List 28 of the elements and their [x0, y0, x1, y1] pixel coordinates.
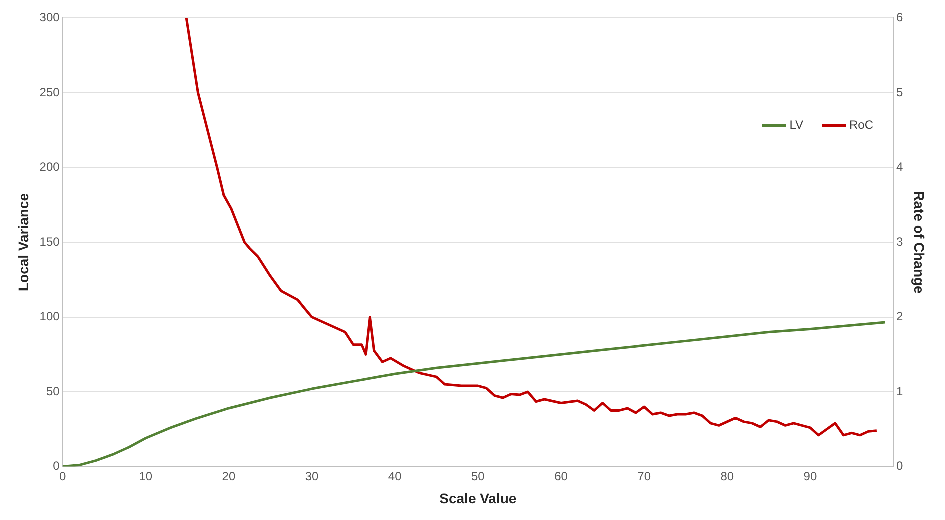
- x-tick-label: 50: [471, 469, 486, 484]
- y2-tick-label: 5: [896, 85, 904, 100]
- x-tick-label: 60: [554, 469, 568, 484]
- y2-tick-label: 2: [896, 310, 904, 324]
- y2-tick-label: 1: [896, 384, 904, 398]
- x-tick-label: 20: [222, 469, 236, 484]
- y2-tick-label: 4: [896, 160, 904, 174]
- x-tick-label: 40: [388, 469, 402, 484]
- x-axis-title: Scale Value: [440, 490, 517, 506]
- legend-label: LV: [790, 118, 804, 132]
- x-tick-label: 80: [720, 469, 734, 484]
- y2-tick-label: 0: [896, 459, 904, 474]
- legend-label: RoC: [850, 118, 874, 132]
- y-tick-label: 50: [46, 384, 60, 398]
- x-tick-label: 30: [305, 469, 320, 484]
- y-tick-label: 250: [40, 85, 60, 100]
- y-tick-label: 100: [40, 310, 60, 324]
- y2-tick-label: 3: [896, 234, 904, 249]
- y-tick-label: 200: [40, 160, 60, 174]
- y2-axis-title: Rate of Change: [912, 191, 928, 294]
- y2-tick-label: 6: [896, 10, 904, 25]
- x-tick-label: 10: [139, 469, 153, 484]
- y-tick-label: 300: [40, 10, 60, 25]
- y-axis-title: Local Variance: [15, 193, 32, 292]
- y-tick-label: 150: [40, 234, 60, 249]
- y-tick-label: 0: [53, 459, 60, 474]
- x-tick-label: 70: [638, 469, 652, 484]
- x-tick-label: 90: [804, 469, 818, 484]
